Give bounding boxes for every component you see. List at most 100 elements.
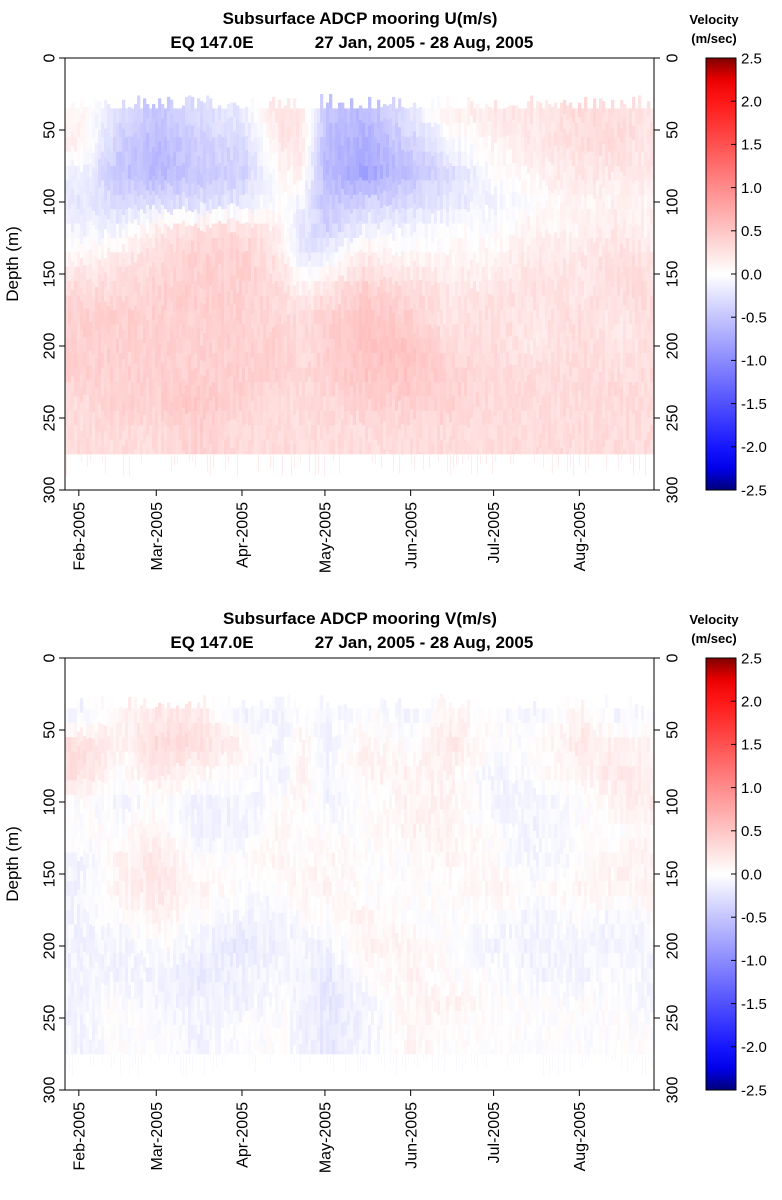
heatmap-cell [515,134,519,150]
heatmap-cell [626,209,630,224]
heatmap-cell [479,180,483,196]
heatmap-cell [539,232,543,247]
heatmap-cell [569,246,573,262]
heatmap-cell [590,108,594,124]
heatmap-cell [158,343,162,358]
heatmap-cell [227,449,231,455]
heatmap-cell [215,310,219,325]
heatmap-cell [527,288,531,304]
heatmap-cell [452,324,456,340]
heatmap-cell [479,410,483,426]
heatmap-cell [449,422,453,438]
heatmap-cell [308,318,312,334]
heatmap-cell [536,202,540,217]
heatmap-cell [206,253,210,269]
heatmap-cell [533,439,537,455]
heatmap-cell [173,266,177,282]
heatmap-cell [95,344,99,360]
heatmap-cell [167,298,171,314]
heatmap-cell [185,140,189,155]
heatmap-cell [569,117,573,132]
heatmap-cell [641,324,645,340]
heatmap-cell [476,334,480,350]
heatmap-cell [167,312,171,328]
heatmap-cell [305,410,309,426]
heatmap-cell [257,151,261,167]
heatmap-cell [461,425,465,440]
heatmap-cell [338,102,342,118]
heatmap-cell [215,382,219,397]
heatmap-cell [365,122,369,138]
heatmap-cell [464,439,468,455]
heatmap-cell [404,310,408,325]
heatmap-cell [434,180,438,196]
heatmap-cell [173,367,177,383]
heatmap-cell [653,108,654,124]
heatmap-cell [455,137,459,152]
heatmap-cell [429,454,430,469]
heatmap-cell [356,324,360,340]
heatmap-cell [443,266,447,282]
heatmap-cell [584,298,588,314]
heatmap-cell [569,347,573,363]
heatmap-cell [644,353,648,368]
heatmap-cell [518,310,522,325]
heatmap-cell [71,203,75,219]
heatmap-cell [332,151,336,167]
heatmap-cell [632,255,636,270]
heatmap-cell [452,295,456,311]
heatmap-cell [227,377,231,393]
heatmap-cell [389,276,393,292]
heatmap-cell [161,176,165,191]
heatmap-cell [401,121,405,137]
heatmap-cell [425,166,429,181]
heatmap-cell [224,295,228,311]
heatmap-cell [524,310,528,325]
heatmap-cell [536,302,540,318]
heatmap-cell [530,95,534,111]
heatmap-cell [587,266,591,282]
heatmap-cell [626,439,630,455]
heatmap-cell [569,275,573,291]
heatmap-cell [299,367,303,383]
heatmap-cell [365,137,369,152]
heatmap-cell [557,338,561,354]
heatmap-cell [356,396,360,412]
heatmap-cell [356,295,360,311]
heatmap-cell [221,151,225,167]
heatmap-cell [215,396,219,412]
heatmap-cell [563,272,567,288]
heatmap-cell [140,338,144,354]
heatmap-cell [314,137,318,152]
heatmap-cell [302,266,306,282]
heatmap-cell [188,138,192,154]
heatmap-cell [578,376,582,391]
heatmap-cell [560,203,564,219]
heatmap-cell [569,318,573,334]
heatmap-cell [548,219,552,234]
heatmap-cell [644,410,648,426]
heatmap-cell [407,238,411,253]
heatmap-cell [83,438,87,453]
heatmap-cell [623,276,627,292]
heatmap-cell [189,454,190,462]
heatmap-cell [437,253,441,269]
heatmap-cell [506,106,510,122]
heatmap-cell [467,140,471,155]
heatmap-cell [176,324,180,340]
heatmap-cell [194,223,198,239]
heatmap-cell [440,281,444,296]
heatmap-cell [299,122,303,138]
heatmap-cell [644,223,648,239]
heatmap-cell [128,193,132,209]
heatmap-cell [455,252,459,268]
heatmap-cell [602,331,606,347]
heatmap-cell [341,304,345,319]
heatmap-cell [551,366,555,381]
heatmap-cell [647,418,651,433]
heatmap [65,694,654,1077]
heatmap-cell [149,310,153,325]
heatmap-cell [170,272,174,288]
heatmap-cell [89,436,93,452]
heatmap-cell [116,122,120,138]
